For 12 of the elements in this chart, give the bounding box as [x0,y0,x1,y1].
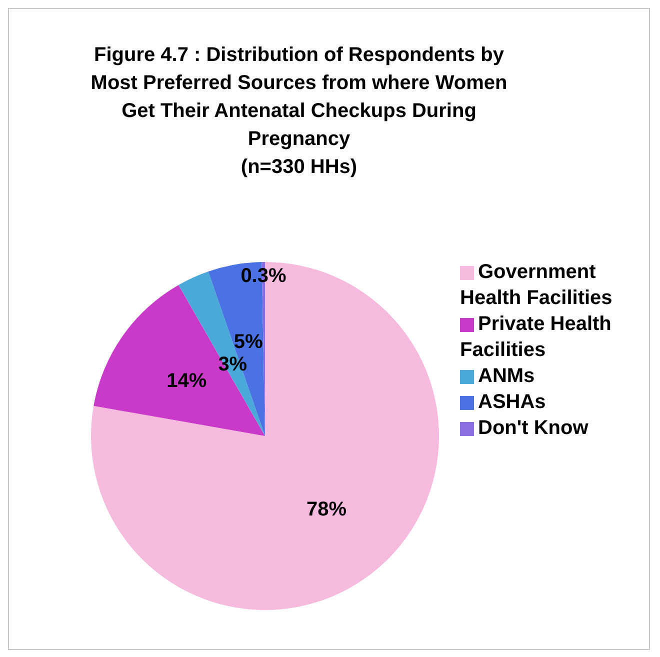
data-label: 0.3% [240,264,286,287]
chart-title: Figure 4.7 : Distribution of Respondents by Most Preferred Sources from where Women Get Their Antenatal Checkups During Pregnancy (n=330 HHs) [90,43,508,180]
legend-label: ANMs [478,365,535,387]
legend-label: ASHAs [478,391,546,413]
pie-slice [91,262,439,610]
data-label: 5% [234,330,263,353]
legend-label: Government Health Facilities [460,261,612,309]
legend-label: Private Health Facilities [460,313,612,361]
pie-slice [94,284,265,436]
legend-label: Don't Know [478,417,588,439]
data-label: 78% [306,498,347,520]
data-label: 14% [166,370,207,392]
